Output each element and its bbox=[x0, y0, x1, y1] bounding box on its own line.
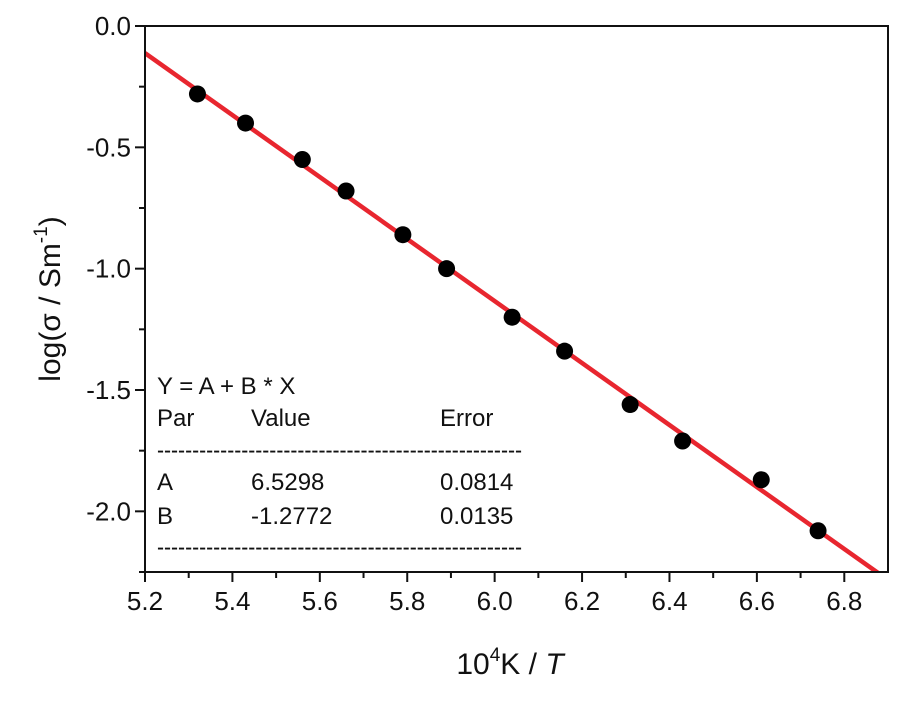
data-point bbox=[438, 260, 456, 278]
fit-divider-bottom: ----------------------------------------… bbox=[157, 534, 522, 561]
x-axis-title: 104K / T bbox=[456, 645, 566, 681]
data-point bbox=[503, 308, 521, 326]
data-point bbox=[809, 522, 827, 540]
x-tick-label: 5.2 bbox=[127, 586, 163, 616]
fit-equation: Y = A + B * X bbox=[157, 373, 295, 400]
plot-frame bbox=[144, 25, 889, 573]
data-point bbox=[621, 396, 639, 414]
data-point bbox=[674, 432, 692, 450]
data-point bbox=[237, 114, 255, 132]
x-tick-label: 5.8 bbox=[389, 586, 425, 616]
data-point bbox=[337, 182, 355, 200]
fit-header-value: Value bbox=[251, 405, 311, 432]
x-tick-label: 6.2 bbox=[564, 586, 600, 616]
y-axis-title-main: log(σ / Sm bbox=[34, 243, 67, 382]
x-tick-label: 5.6 bbox=[302, 586, 338, 616]
y-axis-title: log(σ / Sm-1) bbox=[31, 216, 67, 381]
x-tick-labels: 5.2 5.4 5.6 5.8 6.0 6.2 6.4 6.6 6.8 bbox=[127, 586, 862, 616]
y-tick-label: -1.5 bbox=[86, 375, 131, 405]
x-tick-label: 6.6 bbox=[739, 586, 775, 616]
data-point bbox=[752, 471, 770, 489]
x-axis-title-mid: K / bbox=[500, 648, 545, 681]
y-tick-label: 0.0 bbox=[95, 11, 131, 41]
data-point bbox=[293, 150, 311, 168]
fit-table: Y = A + B * X Par Value Error ----------… bbox=[157, 373, 522, 561]
y-tick-label: -1.0 bbox=[86, 254, 131, 284]
x-axis-title-var: T bbox=[545, 648, 566, 681]
x-tick-label: 6.8 bbox=[826, 586, 862, 616]
fit-row-a-par: A bbox=[157, 469, 173, 496]
fit-row-b-error: 0.0135 bbox=[440, 503, 513, 530]
data-point bbox=[188, 85, 206, 103]
fit-row-a-error: 0.0814 bbox=[440, 469, 513, 496]
data-point bbox=[394, 226, 412, 244]
fit-header-par: Par bbox=[157, 405, 194, 432]
y-tick-labels: 0.0 -0.5 -1.0 -1.5 -2.0 bbox=[86, 11, 131, 526]
y-axis-title-sup: -1 bbox=[31, 226, 52, 243]
data-points bbox=[188, 85, 827, 540]
x-axis-title-sup: 4 bbox=[490, 645, 501, 666]
fit-divider-top: ----------------------------------------… bbox=[157, 437, 522, 464]
x-tick-label: 6.0 bbox=[477, 586, 513, 616]
fit-header-error: Error bbox=[440, 405, 493, 432]
y-tick-label: -0.5 bbox=[86, 132, 131, 162]
data-point bbox=[556, 342, 574, 360]
x-tick-label: 5.4 bbox=[214, 586, 250, 616]
major-ticks bbox=[135, 25, 846, 582]
fit-row-b-par: B bbox=[157, 503, 173, 530]
y-tick-label: -2.0 bbox=[86, 496, 131, 526]
fit-row-b-value: -1.2772 bbox=[251, 503, 332, 530]
x-axis-title-prefix: 10 bbox=[456, 648, 489, 681]
x-tick-label: 6.4 bbox=[651, 586, 687, 616]
y-axis-title-tail: ) bbox=[34, 216, 67, 226]
fit-row-a-value: 6.5298 bbox=[251, 469, 324, 496]
